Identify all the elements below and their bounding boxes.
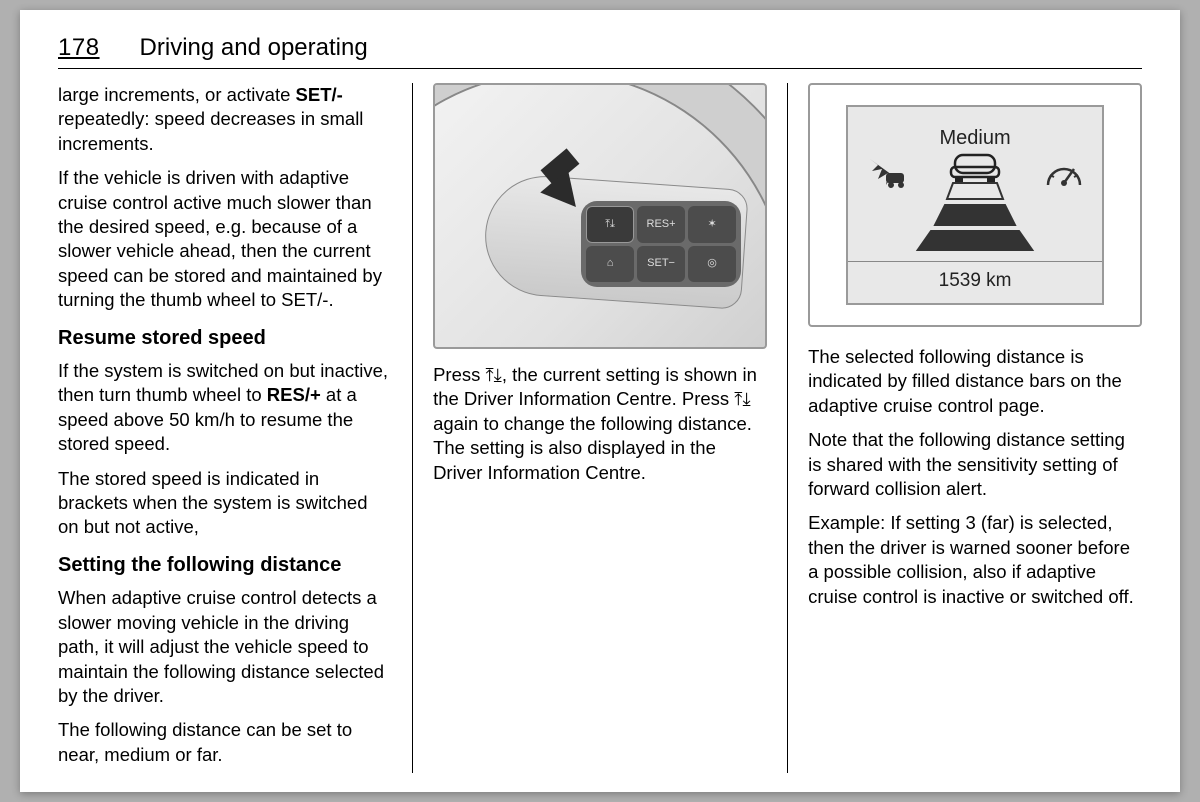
text: repeatedly: speed decreases in small inc… <box>58 108 363 153</box>
res-plus-button: RES+ <box>637 206 685 243</box>
figure-steering-wheel: ⤒⤓ RES+ ✶ ⌂ SET− ◎ <box>433 83 767 349</box>
text-bold: RES/+ <box>267 384 321 405</box>
content-columns: large increments, or activate SET/- repe… <box>58 83 1142 773</box>
following-distance-mode: Medium <box>848 125 1102 151</box>
limit-button: ✶ <box>688 206 736 243</box>
paragraph: large increments, or activate SET/- repe… <box>58 83 392 156</box>
odometer-row: 1539 km <box>848 261 1102 293</box>
figure-dic-display: Medium <box>808 83 1142 327</box>
heading: Resume stored speed <box>58 325 392 351</box>
chapter-title: Driving and operating <box>140 34 368 62</box>
column-divider <box>412 83 413 773</box>
gap-button: ⤒⤓ <box>586 206 634 243</box>
paragraph: The selected following distance is indic… <box>808 345 1142 418</box>
cancel-button: ⌂ <box>586 246 634 283</box>
manual-page: 178 Driving and operating large incremen… <box>20 10 1180 792</box>
distance-bars-icon <box>895 181 1055 251</box>
heading: Setting the following distance <box>58 552 392 578</box>
text-bold: SET/- <box>296 84 343 105</box>
page-number: 178 <box>58 34 100 62</box>
paragraph: When adaptive cruise control detects a s… <box>58 586 392 708</box>
set-minus-button: SET− <box>637 246 685 283</box>
paragraph: Press ⤒⤓, the current setting is shown i… <box>433 363 767 485</box>
column-1: large increments, or activate SET/- repe… <box>58 83 406 773</box>
column-2: ⤒⤓ RES+ ✶ ⌂ SET− ◎ Press ⤒⤓, the current… <box>419 83 781 773</box>
car-rear-icon <box>947 151 1003 185</box>
paragraph: Example: If setting 3 (far) is selected,… <box>808 511 1142 609</box>
wheel-button-cluster: ⤒⤓ RES+ ✶ ⌂ SET− ◎ <box>581 201 741 287</box>
paragraph: If the vehicle is driven with adaptive c… <box>58 166 392 312</box>
page-header: 178 Driving and operating <box>58 34 1142 69</box>
text: large increments, or activate <box>58 84 296 105</box>
column-divider <box>787 83 788 773</box>
cruise-button: ◎ <box>688 246 736 283</box>
paragraph: The stored speed is indicated in bracket… <box>58 467 392 540</box>
dic-screen: Medium <box>846 105 1104 305</box>
paragraph: The following distance can be set to nea… <box>58 718 392 767</box>
paragraph: Note that the following distance setting… <box>808 428 1142 501</box>
column-3: Medium <box>794 83 1142 773</box>
paragraph: If the system is switched on but inactiv… <box>58 359 392 457</box>
odometer-value: 1539 km <box>939 268 1012 293</box>
